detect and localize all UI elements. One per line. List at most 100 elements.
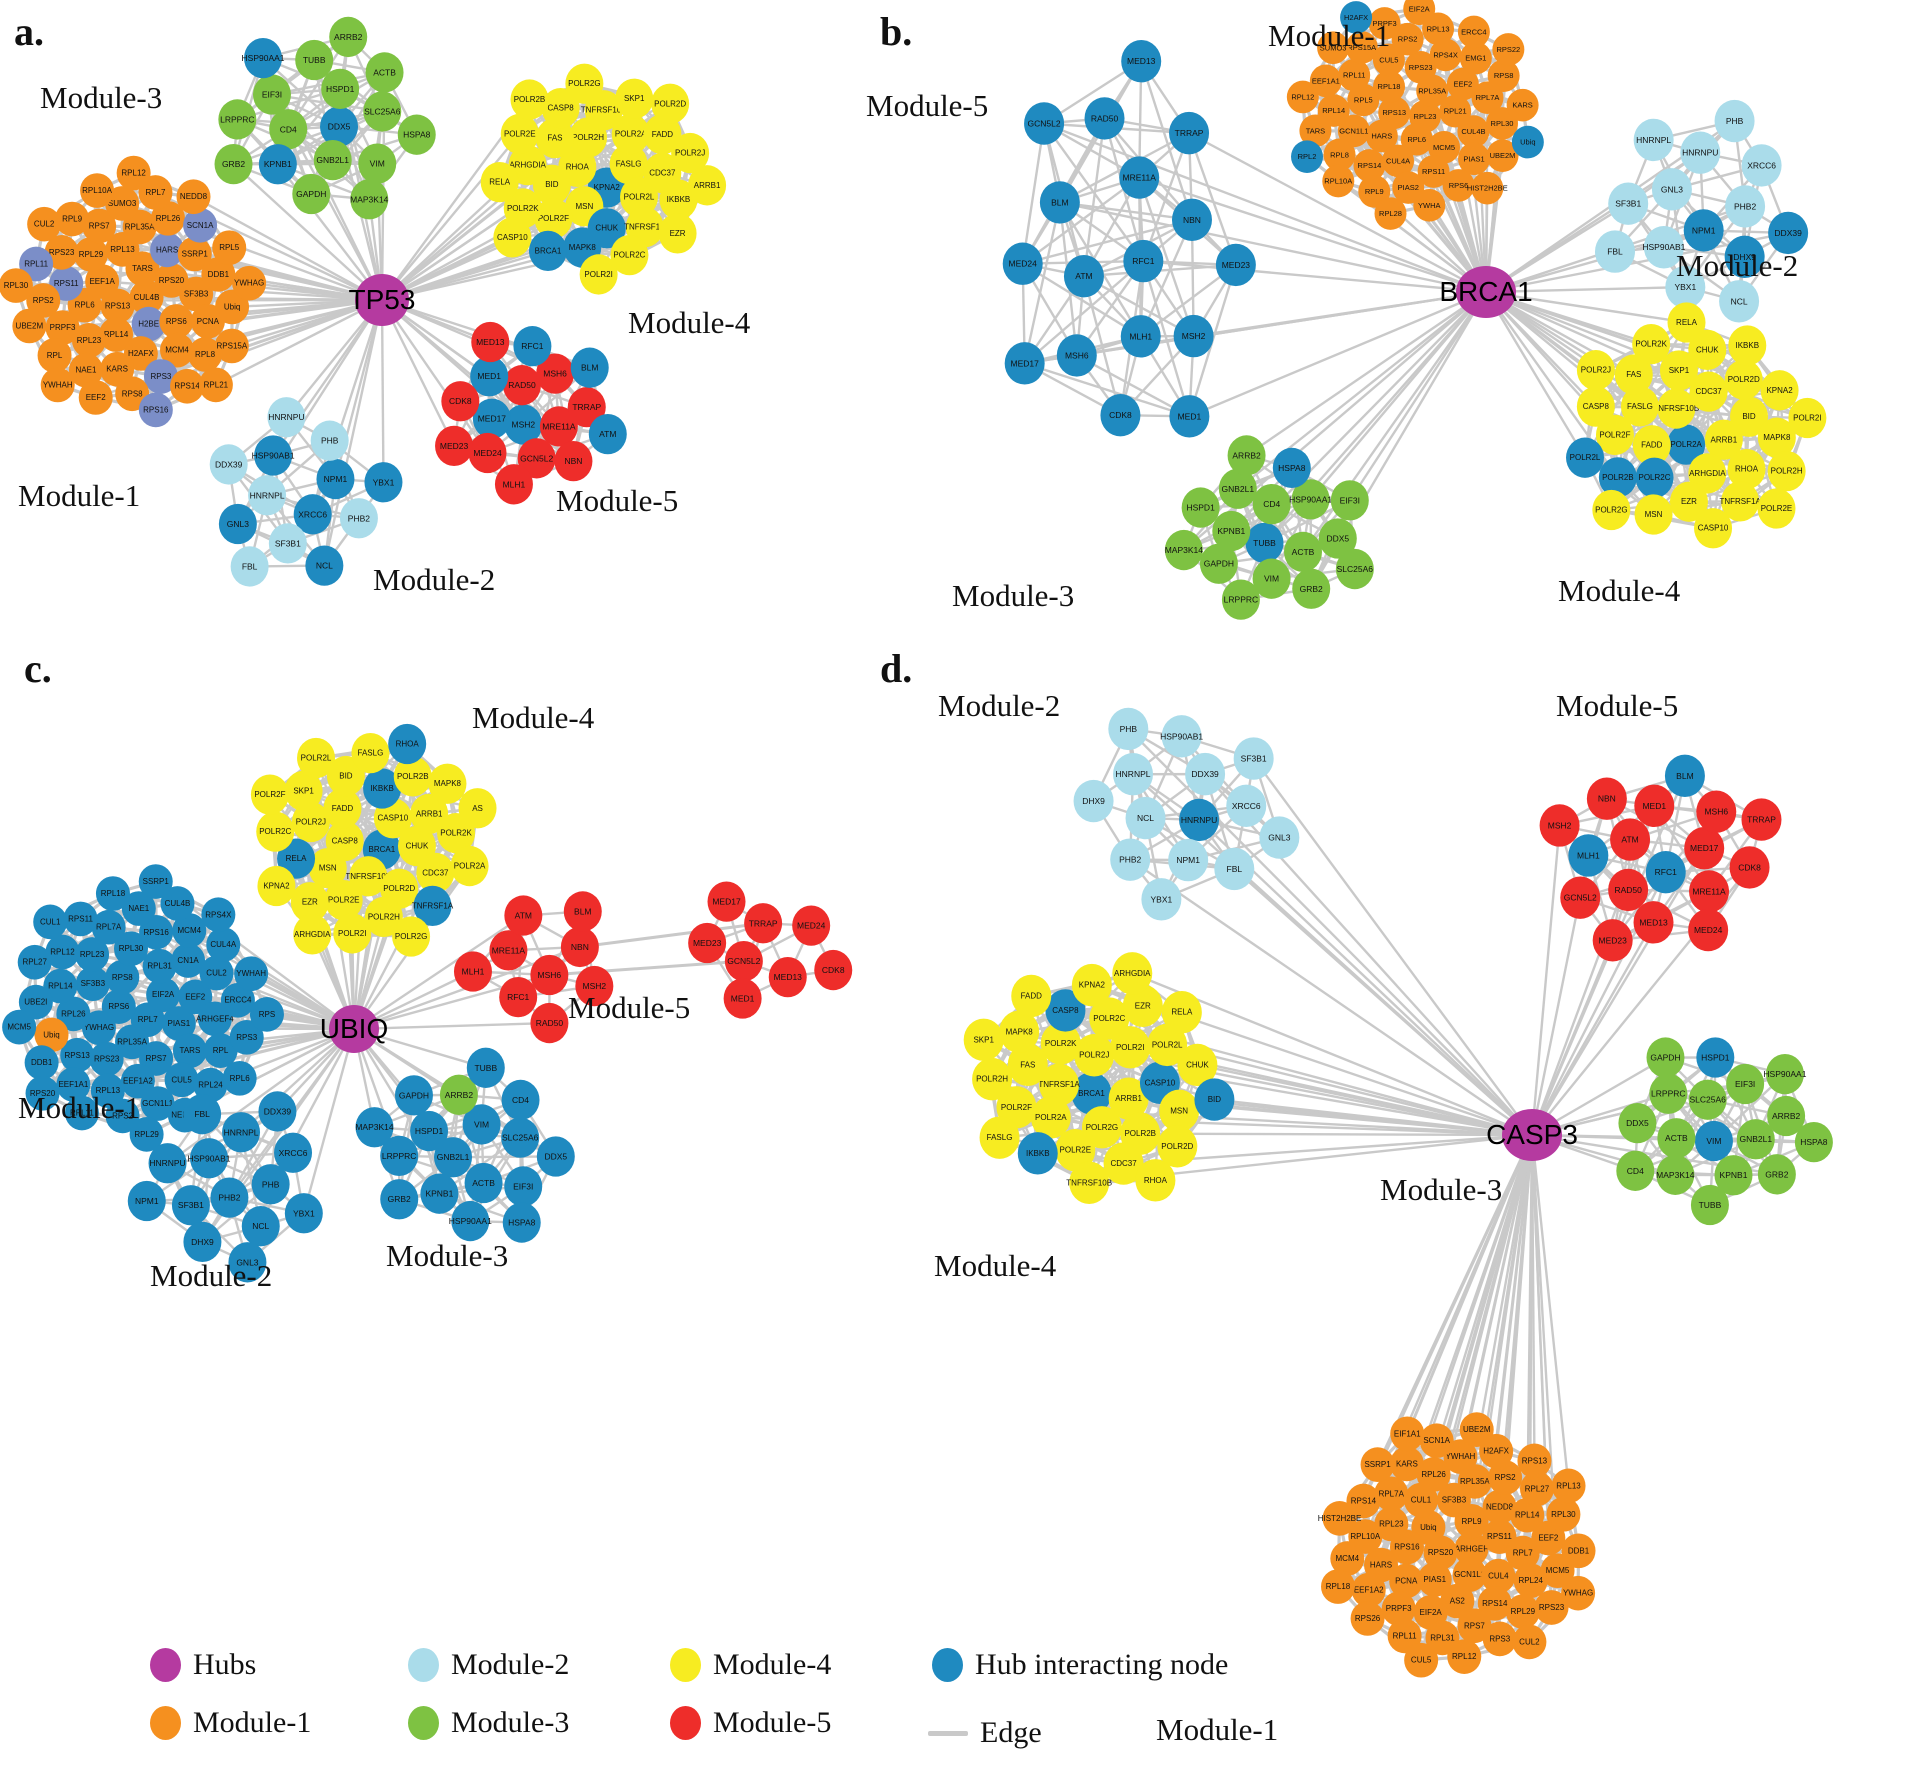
network-node[interactable]: NPM1 — [316, 458, 355, 500]
network-node[interactable]: POLR2I — [579, 254, 618, 295]
network-node[interactable]: POLR2G — [1592, 489, 1631, 531]
network-node[interactable]: EEF2 — [78, 380, 113, 415]
network-node[interactable]: POLR2L — [297, 737, 336, 779]
node-circle[interactable] — [321, 68, 360, 110]
node-circle[interactable] — [179, 276, 214, 312]
network-node[interactable]: SUMO3 — [105, 186, 140, 221]
node-circle[interactable] — [1404, 50, 1437, 84]
network-node[interactable]: RPL2 — [1291, 140, 1324, 174]
network-node[interactable]: GRB2 — [214, 144, 253, 185]
node-circle[interactable] — [218, 503, 257, 545]
network-node[interactable]: MSH6 — [1696, 790, 1737, 833]
network-node[interactable]: MED13 — [768, 957, 807, 998]
node-circle[interactable] — [350, 179, 389, 220]
network-node[interactable]: XRCC6 — [274, 1132, 313, 1173]
network-node[interactable]: TRRAP — [567, 387, 606, 428]
network-node[interactable]: ATM — [588, 413, 627, 455]
network-node[interactable]: MED13 — [471, 321, 510, 363]
node-circle[interactable] — [68, 352, 103, 388]
network-node[interactable]: HSPA8 — [502, 1202, 541, 1243]
network-node[interactable]: RPL5 — [212, 230, 247, 266]
node-circle[interactable] — [160, 332, 195, 368]
network-node[interactable]: HSPA8 — [397, 114, 436, 155]
network-node[interactable]: CDK8 — [1729, 846, 1770, 889]
network-node[interactable]: GCN5L2 — [724, 940, 763, 982]
network-node[interactable]: RPL9 — [1358, 175, 1391, 208]
network-node[interactable]: RPL8 — [1323, 138, 1356, 172]
node-circle[interactable] — [0, 268, 33, 303]
network-node[interactable]: RPS — [249, 997, 284, 1032]
network-node[interactable]: NPM1 — [1168, 838, 1209, 882]
network-node[interactable]: MED23 — [1592, 919, 1633, 962]
network-node[interactable]: POLR2I — [333, 913, 372, 954]
node-circle[interactable] — [611, 113, 650, 155]
network-node[interactable]: HNRNPU — [267, 397, 306, 438]
network-node[interactable]: HSPA8 — [1272, 447, 1311, 489]
network-node[interactable]: SLC25A6 — [363, 91, 402, 132]
network-node[interactable]: POLR2E — [1757, 488, 1796, 529]
network-node[interactable]: GNL3 — [1651, 168, 1692, 211]
network-node[interactable]: MED1 — [723, 978, 762, 1019]
network-node[interactable]: KPNB1 — [258, 144, 297, 185]
node-circle[interactable] — [494, 464, 533, 505]
network-node[interactable]: SF3B3 — [179, 276, 214, 312]
node-circle[interactable] — [320, 106, 359, 147]
node-circle[interactable] — [339, 498, 378, 539]
network-node[interactable]: HNRNPL — [1113, 752, 1154, 796]
network-node[interactable]: POLR2F — [534, 198, 573, 239]
node-circle[interactable] — [441, 381, 480, 422]
network-node[interactable]: CUL4A — [206, 927, 241, 962]
node-circle[interactable] — [201, 257, 236, 292]
node-circle[interactable] — [1391, 22, 1424, 56]
network-node[interactable]: FBL — [183, 1094, 222, 1135]
network-node[interactable]: RPS11 — [1417, 155, 1450, 188]
network-node[interactable]: MED17 — [1684, 827, 1725, 870]
network-node[interactable]: KARS — [1506, 88, 1539, 122]
node-circle[interactable] — [579, 254, 618, 295]
network-node[interactable]: EMG1 — [1459, 41, 1492, 75]
network-node[interactable]: ACTB — [464, 1162, 503, 1204]
network-node[interactable]: UBE2M — [12, 308, 47, 344]
network-node[interactable]: NEDD8 — [176, 179, 211, 215]
network-node[interactable]: NAE1 — [68, 352, 103, 388]
network-node[interactable]: YBX1 — [284, 1193, 323, 1234]
network-node[interactable]: MED24 — [1688, 908, 1729, 952]
network-node[interactable]: BLM — [1039, 181, 1080, 224]
node-circle[interactable] — [329, 16, 368, 58]
network-node[interactable]: RPL10A — [80, 173, 115, 208]
node-circle[interactable] — [218, 99, 257, 140]
network-node[interactable]: NCL — [1125, 796, 1166, 840]
network-node[interactable]: FADD — [643, 114, 682, 155]
network-node[interactable]: PRPF3 — [45, 310, 80, 345]
network-node[interactable]: POLR2G — [392, 916, 431, 957]
network-node[interactable]: RPL21 — [198, 367, 233, 403]
network-node[interactable]: GCN5L2 — [1024, 102, 1065, 145]
node-circle[interactable] — [539, 406, 578, 447]
network-node[interactable]: XRCC6 — [1741, 144, 1782, 187]
network-node[interactable]: RPL11 — [19, 246, 54, 282]
network-node[interactable]: PIAS2 — [1392, 171, 1425, 204]
node-circle[interactable] — [248, 475, 287, 516]
node-circle[interactable] — [329, 1005, 379, 1053]
node-circle[interactable] — [1347, 83, 1380, 117]
network-node[interactable]: EEF2 — [1446, 67, 1479, 101]
network-node[interactable]: RPL27 — [17, 944, 52, 980]
network-node[interactable]: CD4 — [501, 1079, 540, 1121]
node-circle[interactable] — [105, 186, 140, 221]
node-circle[interactable] — [397, 114, 436, 155]
node-circle[interactable] — [504, 404, 543, 445]
network-node[interactable]: CUL1 — [33, 904, 68, 940]
network-node[interactable]: POLR2K — [1632, 323, 1671, 365]
network-node[interactable]: CASP8 — [541, 88, 580, 129]
node-circle[interactable] — [1345, 31, 1378, 64]
network-node[interactable]: FASLG — [351, 732, 390, 774]
network-node[interactable]: BLM — [1664, 754, 1705, 798]
node-circle[interactable] — [214, 144, 253, 185]
network-node[interactable]: RAD50 — [502, 365, 541, 406]
network-node[interactable]: Ubiq — [1511, 125, 1544, 159]
network-node[interactable]: HNRNPU — [148, 1143, 187, 1184]
network-node[interactable]: Ubiq — [215, 289, 250, 325]
network-node[interactable]: RPL23 — [71, 323, 106, 358]
network-node[interactable]: EIF3I — [252, 74, 291, 115]
node-circle[interactable] — [502, 365, 541, 406]
